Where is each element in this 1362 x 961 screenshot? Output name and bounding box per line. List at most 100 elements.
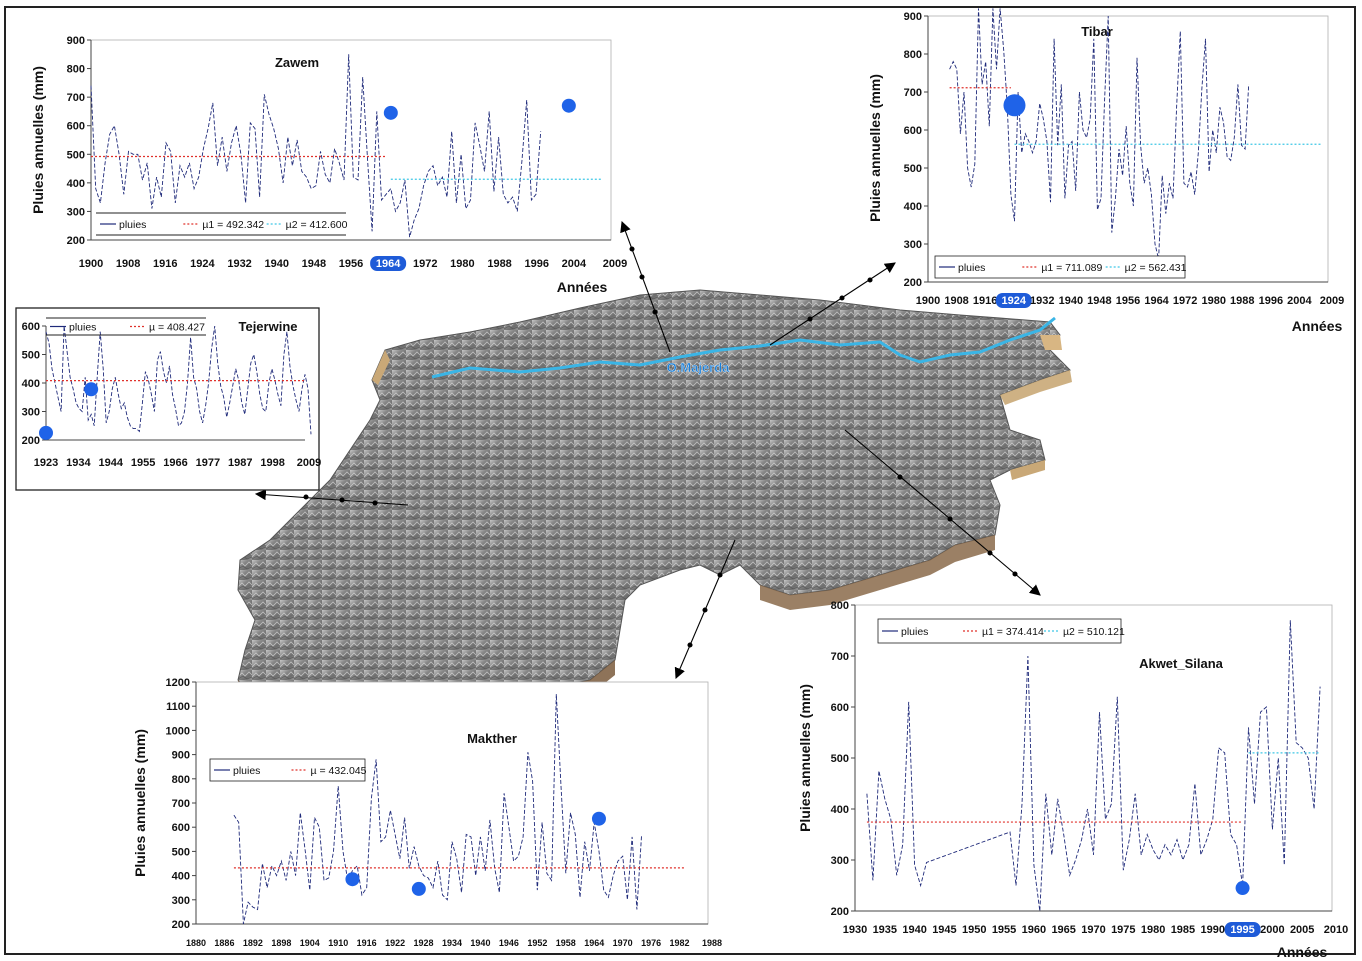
x-tick-label: 1916 <box>153 258 177 270</box>
highlighted-tick-marker <box>370 256 407 271</box>
legend-label: pluies <box>233 765 260 777</box>
x-tick-label: 1996 <box>1259 295 1283 307</box>
legend-label: µ2 = 412.600 <box>286 219 348 231</box>
y-tick-label: 700 <box>67 92 85 104</box>
x-tick-label: 2010 <box>1324 924 1348 936</box>
y-tick-label: 300 <box>831 855 849 867</box>
x-tick-label: 1880 <box>186 938 206 948</box>
y-tick-label: 600 <box>67 121 85 133</box>
x-tick-label: 1940 <box>902 924 926 936</box>
y-tick-label: 800 <box>831 600 849 612</box>
x-tick-label: 2000 <box>1260 924 1284 936</box>
y-tick-label: 600 <box>172 822 190 834</box>
y-tick-label: 200 <box>831 906 849 918</box>
y-tick-label: 400 <box>831 804 849 816</box>
x-tick-label: 1898 <box>271 938 291 948</box>
x-tick-label: 1908 <box>116 258 140 270</box>
y-tick-label: 400 <box>172 871 190 883</box>
x-tick-label: 1948 <box>302 258 326 270</box>
plot-area <box>927 15 1329 283</box>
x-tick-label: 1944 <box>99 457 124 469</box>
x-tick-label: 1964 <box>584 938 604 948</box>
y-tick-label: 300 <box>904 239 922 251</box>
y-tick-label: 800 <box>172 774 190 786</box>
y-tick-label: 200 <box>904 277 922 289</box>
change-point-marker <box>1235 881 1250 896</box>
river-label: O.Majerda <box>667 360 731 375</box>
chart-title: Tibar <box>1081 24 1113 39</box>
x-axis-label: Années <box>1277 944 1328 960</box>
y-tick-label: 800 <box>904 49 922 61</box>
x-axis-label: Années <box>557 279 608 295</box>
legend-label: µ1 = 374.414 <box>982 626 1044 638</box>
y-tick-label: 900 <box>67 35 85 47</box>
x-tick-label: 1908 <box>944 295 968 307</box>
y-tick-label: 400 <box>67 178 85 190</box>
x-tick-label: 1945 <box>932 924 956 936</box>
x-tick-label: 1958 <box>556 938 576 948</box>
change-point-marker <box>561 98 576 113</box>
x-tick-label: 1955 <box>992 924 1016 936</box>
change-point-marker <box>1003 94 1026 117</box>
y-tick-label: 500 <box>22 350 40 362</box>
y-tick-label: 500 <box>831 753 849 765</box>
series-line-pluies <box>233 694 643 925</box>
x-tick-label: 1970 <box>1081 924 1105 936</box>
legend-label: pluies <box>958 262 985 274</box>
x-tick-label: 1956 <box>339 258 363 270</box>
x-tick-label: 1923 <box>34 457 58 469</box>
x-tick-label: 1946 <box>499 938 519 948</box>
x-tick-label: 1916 <box>973 295 997 307</box>
y-tick-label: 200 <box>22 435 40 447</box>
x-tick-label: 2005 <box>1290 924 1314 936</box>
y-tick-label: 900 <box>172 750 190 762</box>
chart-legend: pluies µ1 = 711.089 µ2 = 562.431 <box>934 255 1187 279</box>
y-tick-label: 700 <box>172 798 190 810</box>
x-tick-label: 1972 <box>1173 295 1197 307</box>
x-tick-label: 1940 <box>1059 295 1083 307</box>
chart-legend: pluies µ = 432.045 <box>209 758 367 782</box>
x-tick-label: 1886 <box>214 938 234 948</box>
plot-area <box>854 604 1333 912</box>
y-tick-label: 1000 <box>166 725 190 737</box>
x-tick-label-highlighted: 1924 <box>1001 295 1026 307</box>
x-tick-label: 1892 <box>243 938 263 948</box>
x-tick-label: 1934 <box>66 457 91 469</box>
y-tick-label: 600 <box>831 702 849 714</box>
change-point-marker <box>84 382 99 397</box>
y-tick-label: 200 <box>67 235 85 247</box>
y-axis-label: Pluies annuelles (mm) <box>867 74 883 222</box>
x-tick-label: 1950 <box>962 924 986 936</box>
series-line-pluies <box>45 325 312 435</box>
series-line-pluies <box>866 620 1321 912</box>
x-tick-label: 1910 <box>328 938 348 948</box>
x-tick-label: 1900 <box>916 295 940 307</box>
legend-label: µ1 = 711.089 <box>1041 262 1102 274</box>
x-tick-label: 1956 <box>1116 295 1140 307</box>
chart-title: Akwet_Silana <box>1139 656 1224 671</box>
x-tick-label-highlighted: 1995 <box>1230 924 1254 936</box>
x-tick-label: 1985 <box>1171 924 1195 936</box>
x-tick-label: 1904 <box>300 938 320 948</box>
x-tick-label: 1955 <box>131 457 155 469</box>
x-tick-label: 1916 <box>357 938 377 948</box>
change-point-marker <box>383 105 398 120</box>
x-tick-label: 1988 <box>1230 295 1254 307</box>
legend-label: µ2 = 510.121 <box>1063 626 1125 638</box>
x-tick-label: 2009 <box>603 258 627 270</box>
chart-legend: pluies µ1 = 374.414 µ2 = 510.121 <box>877 618 1125 644</box>
x-tick-label: 1940 <box>264 258 288 270</box>
chart-legend: pluies µ1 = 492.342 µ2 = 412.600 <box>96 212 348 236</box>
x-tick-label: 1964 <box>1144 295 1169 307</box>
y-tick-label: 500 <box>904 163 922 175</box>
x-tick-label: 1980 <box>450 258 474 270</box>
x-tick-label-highlighted: 1964 <box>376 258 401 270</box>
x-tick-label: 1970 <box>613 938 633 948</box>
chart-akwet-silana: 200 300 400 500 600 700 800 1930 1935 1940 1945 195… <box>797 600 1348 960</box>
x-tick-label: 1932 <box>1030 295 1054 307</box>
x-tick-label: 1934 <box>442 938 462 948</box>
chart-zawem: 200 300 400 500 600 700 800 900 1900 1908 1916 1924… <box>30 35 627 295</box>
chart-title: Tejerwine <box>238 319 297 334</box>
x-tick-label: 1990 <box>1201 924 1225 936</box>
